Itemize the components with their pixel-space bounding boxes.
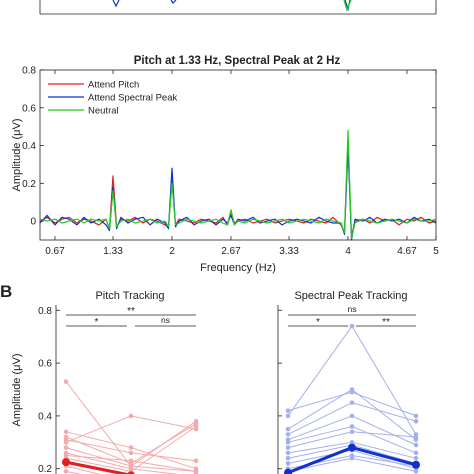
spectrum-title: Pitch at 1.33 Hz, Spectral Peak at 2 Hz (134, 55, 341, 67)
pitch-tracking-panel: Pitch Tracking 0.20.40.60.8 *** ns Amplit… (11, 290, 199, 474)
spectral-peak-tracking-subject-point (413, 469, 419, 474)
spectral-peak-tracking-mean-point (284, 468, 292, 474)
pitch-tracking-mean-point (127, 471, 135, 474)
spectral-peak-tracking-subject-point (413, 442, 419, 448)
pitch-tracking-subject-point (128, 458, 134, 464)
spectrum-x-tick-label: 0.67 (45, 246, 65, 257)
pitch-tracking-y-axis-label: Amplitude (μV) (11, 354, 23, 427)
spectrum-x-tick-label: 2 (169, 246, 175, 257)
spectrum-series (39, 129, 437, 241)
spectral-peak-tracking-subject-point (285, 432, 291, 437)
spectrum-x-axis-label: Frequency (Hz) (200, 262, 276, 274)
pitch-tracking-subject-point (63, 429, 69, 435)
pitch-tracking-significance-label: ns (161, 315, 170, 325)
spectral-peak-tracking-significance: ns* ** (288, 304, 416, 328)
spectrum-x-tick-label: 2.67 (221, 246, 241, 257)
spectral-peak-tracking-subject-point (413, 450, 419, 456)
spectrum-panel: Pitch at 1.33 Hz, Spectral Peak at 2 Hz … (11, 55, 439, 274)
pitch-tracking-title: Pitch Tracking (95, 290, 164, 302)
spectral-peak-tracking-axes (277, 305, 282, 474)
pitch-tracking-mean-line (65, 460, 133, 474)
spectral-peak-tracking-significance-label: * (316, 317, 320, 328)
pitch-tracking-subject-point (193, 418, 199, 424)
spectrum-y-tick-label: 0.4 (22, 141, 36, 152)
spectrum-axes: 0.67 1.33 2 2.67 3.33 4 4.67 5 0 0.2 0.4 0.6 0.8 (22, 66, 439, 258)
pitch-tracking-subject-line (65, 415, 197, 443)
spectrum-x-tick-label: 5 (433, 246, 439, 257)
spectral-peak-tracking-subject-point (285, 426, 291, 432)
spectral-peak-tracking-subject-point (349, 413, 355, 419)
pitch-tracking-subject-point (63, 379, 69, 384)
spectral-peak-tracking-significance-label: ** (382, 317, 390, 328)
spectral-peak-tracking-subject-point (285, 445, 291, 450)
legend-label-attend-spectral-peak: Attend Spectral Peak (88, 93, 177, 104)
spectral-peak-tracking-subject-point (285, 413, 291, 419)
pitch-tracking-subject-point (128, 445, 134, 450)
pitch-tracking-y-tick-label: 0.8 (38, 306, 52, 317)
pitch-tracking-significance-label: ** (127, 306, 135, 317)
spectral-peak-tracking-subject-point (413, 413, 419, 419)
spectral-peak-tracking-subject-point (349, 323, 355, 329)
spectrum-y-axis-label: Amplitude (μV) (11, 119, 23, 192)
spectrum-series-line-neutral (39, 129, 437, 239)
spectrum-x-tick-label: 1.33 (103, 246, 123, 257)
spectral-peak-tracking-subject-point (413, 418, 419, 424)
spectrum-y-tick-label: 0.2 (22, 179, 36, 190)
pitch-tracking-y-tick-label: 0.6 (38, 359, 52, 370)
spectral-peak-tracking-panel: Spectral Peak Tracking ns* ** (277, 290, 420, 474)
pitch-tracking-y-tick-label: 0.4 (38, 411, 52, 422)
pitch-tracking-subject-point (193, 471, 199, 474)
spectrum-y-tick-label: 0.6 (22, 103, 36, 114)
pitch-tracking-significance-label: * (95, 317, 99, 328)
pitch-tracking-subject-point (63, 445, 69, 450)
pitch-tracking-axes: 0.2 0.4 0.6 0.8 (38, 305, 60, 474)
spectral-peak-tracking-subject-point (349, 429, 355, 435)
legend-label-neutral: Neutral (88, 106, 119, 117)
pitch-tracking-data (62, 379, 199, 474)
spectral-peak-tracking-subject-point (285, 440, 291, 445)
spectral-peak-tracking-subject-point (349, 400, 355, 406)
spectral-peak-tracking-subject-point (349, 455, 355, 461)
spectrum-x-tick-label: 4 (345, 246, 351, 257)
spectral-peak-tracking-subject-point (285, 455, 291, 461)
upper-panel-trace-blue (112, 0, 351, 12)
panel-label-b: B (0, 282, 12, 301)
spectrum-y-tick-label: 0.8 (22, 66, 36, 77)
spectral-peak-tracking-title: Spectral Peak Tracking (294, 290, 407, 302)
spectrum-y-tick-label: 0 (30, 217, 36, 228)
pitch-tracking-subject-point (128, 413, 134, 419)
spectral-peak-tracking-mean-point (348, 443, 356, 452)
legend-label-attend-pitch: Attend Pitch (88, 80, 139, 91)
upper-panel-trace-green (343, 0, 352, 12)
pitch-tracking-y-tick-label: 0.2 (38, 464, 52, 474)
pitch-tracking-subject-point (63, 440, 69, 445)
spectral-peak-tracking-subject-point (349, 424, 355, 429)
spectrum-x-tick-label: 3.33 (279, 246, 299, 257)
spectrum-plot-frame (39, 69, 437, 241)
upper-panel-remnant (39, 0, 437, 15)
spectrum-x-tick-label: 4.67 (397, 246, 417, 257)
spectral-peak-tracking-subject-point (349, 387, 355, 392)
pitch-tracking-subject-point (128, 450, 134, 456)
pitch-tracking-significance: *** ns (66, 306, 196, 328)
spectral-peak-tracking-subject-point (285, 461, 291, 466)
pitch-tracking-subject-line (65, 465, 101, 474)
pitch-tracking-subject-point (193, 458, 199, 464)
pitch-tracking-subject-point (193, 424, 199, 429)
pitch-tracking-mean-point (62, 458, 70, 467)
pitch-tracking-subject-point (63, 469, 69, 474)
spectrum-legend: Attend Pitch Attend Spectral Peak Neutra… (48, 80, 177, 117)
spectral-peak-tracking-subject-point (285, 408, 291, 413)
spectral-peak-tracking-mean-point (412, 460, 420, 469)
spectral-peak-tracking-subject-point (413, 455, 419, 461)
spectrum-series-line-attend-spectral-peak (39, 145, 437, 241)
spectral-peak-tracking-subject-point (413, 434, 419, 440)
spectral-peak-tracking-significance-label: ns (348, 304, 357, 314)
spectral-peak-tracking-data (284, 323, 420, 474)
spectral-peak-tracking-subject-point (285, 450, 291, 456)
